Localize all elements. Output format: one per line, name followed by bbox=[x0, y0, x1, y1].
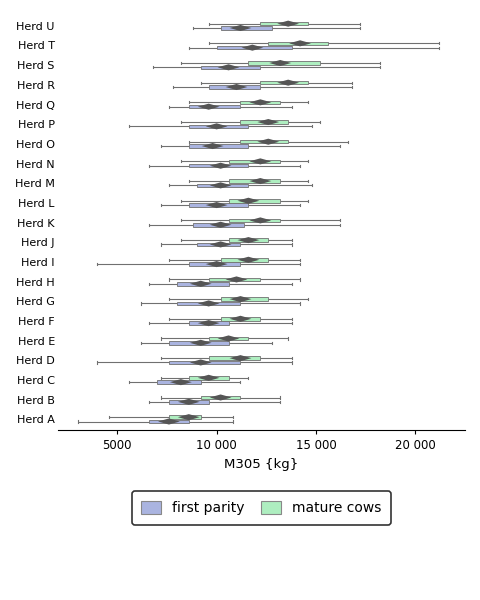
Bar bbox=[157, 380, 201, 384]
Polygon shape bbox=[289, 40, 311, 46]
Polygon shape bbox=[206, 124, 228, 130]
Bar bbox=[193, 223, 244, 227]
Bar bbox=[228, 199, 280, 203]
Polygon shape bbox=[217, 64, 240, 70]
X-axis label: M305 {kg}: M305 {kg} bbox=[224, 458, 299, 471]
Polygon shape bbox=[198, 375, 219, 381]
Bar bbox=[169, 341, 228, 344]
Polygon shape bbox=[198, 104, 219, 110]
Bar bbox=[169, 400, 209, 404]
Bar bbox=[209, 356, 260, 360]
Polygon shape bbox=[190, 359, 212, 365]
Bar bbox=[177, 302, 240, 305]
Bar bbox=[197, 184, 249, 187]
Polygon shape bbox=[229, 25, 252, 31]
Bar bbox=[249, 61, 320, 65]
Bar bbox=[189, 125, 249, 128]
Polygon shape bbox=[277, 20, 299, 27]
Polygon shape bbox=[206, 202, 228, 208]
Polygon shape bbox=[210, 221, 231, 228]
Polygon shape bbox=[178, 414, 200, 420]
Polygon shape bbox=[170, 379, 192, 385]
Polygon shape bbox=[238, 237, 259, 243]
Polygon shape bbox=[202, 143, 224, 149]
Bar bbox=[169, 361, 240, 364]
Bar bbox=[221, 298, 268, 301]
Legend: first parity, mature cows: first parity, mature cows bbox=[132, 491, 391, 525]
Bar bbox=[260, 81, 308, 85]
Bar bbox=[169, 415, 201, 419]
Polygon shape bbox=[210, 241, 231, 247]
Polygon shape bbox=[226, 277, 247, 283]
Bar bbox=[221, 317, 260, 320]
Bar bbox=[228, 218, 280, 222]
Polygon shape bbox=[257, 119, 279, 125]
Polygon shape bbox=[277, 80, 299, 86]
Polygon shape bbox=[210, 394, 231, 401]
Bar bbox=[240, 140, 288, 143]
Bar bbox=[189, 105, 240, 109]
Polygon shape bbox=[269, 60, 291, 66]
Polygon shape bbox=[250, 158, 271, 164]
Polygon shape bbox=[198, 301, 219, 307]
Polygon shape bbox=[238, 257, 259, 263]
Bar bbox=[209, 337, 249, 340]
Polygon shape bbox=[229, 355, 252, 361]
Bar bbox=[149, 420, 189, 423]
Bar bbox=[201, 65, 260, 69]
Bar bbox=[189, 262, 240, 266]
Bar bbox=[189, 144, 249, 148]
Bar bbox=[189, 376, 228, 380]
Bar bbox=[228, 179, 280, 183]
Polygon shape bbox=[229, 316, 252, 322]
Polygon shape bbox=[190, 281, 212, 287]
Bar bbox=[189, 203, 249, 207]
Polygon shape bbox=[206, 261, 228, 267]
Bar bbox=[228, 160, 280, 163]
Bar bbox=[260, 22, 308, 25]
Polygon shape bbox=[238, 197, 259, 204]
Bar bbox=[209, 85, 260, 89]
Polygon shape bbox=[217, 335, 240, 341]
Bar bbox=[216, 46, 292, 49]
Polygon shape bbox=[190, 340, 212, 346]
Polygon shape bbox=[210, 163, 231, 169]
Polygon shape bbox=[250, 217, 271, 223]
Polygon shape bbox=[210, 182, 231, 188]
Bar bbox=[197, 242, 240, 246]
Bar bbox=[240, 120, 288, 124]
Bar bbox=[189, 322, 228, 325]
Bar bbox=[221, 258, 268, 262]
Polygon shape bbox=[198, 320, 219, 326]
Polygon shape bbox=[250, 178, 271, 184]
Bar bbox=[189, 164, 249, 167]
Bar bbox=[201, 396, 240, 399]
Bar bbox=[228, 238, 268, 242]
Bar bbox=[268, 41, 328, 45]
Polygon shape bbox=[158, 418, 180, 425]
Bar bbox=[240, 101, 280, 104]
Polygon shape bbox=[229, 296, 252, 302]
Polygon shape bbox=[241, 44, 264, 51]
Polygon shape bbox=[226, 84, 247, 90]
Bar bbox=[209, 278, 260, 281]
Bar bbox=[177, 282, 228, 286]
Bar bbox=[221, 26, 272, 30]
Polygon shape bbox=[257, 139, 279, 145]
Polygon shape bbox=[250, 100, 271, 106]
Polygon shape bbox=[178, 399, 200, 405]
